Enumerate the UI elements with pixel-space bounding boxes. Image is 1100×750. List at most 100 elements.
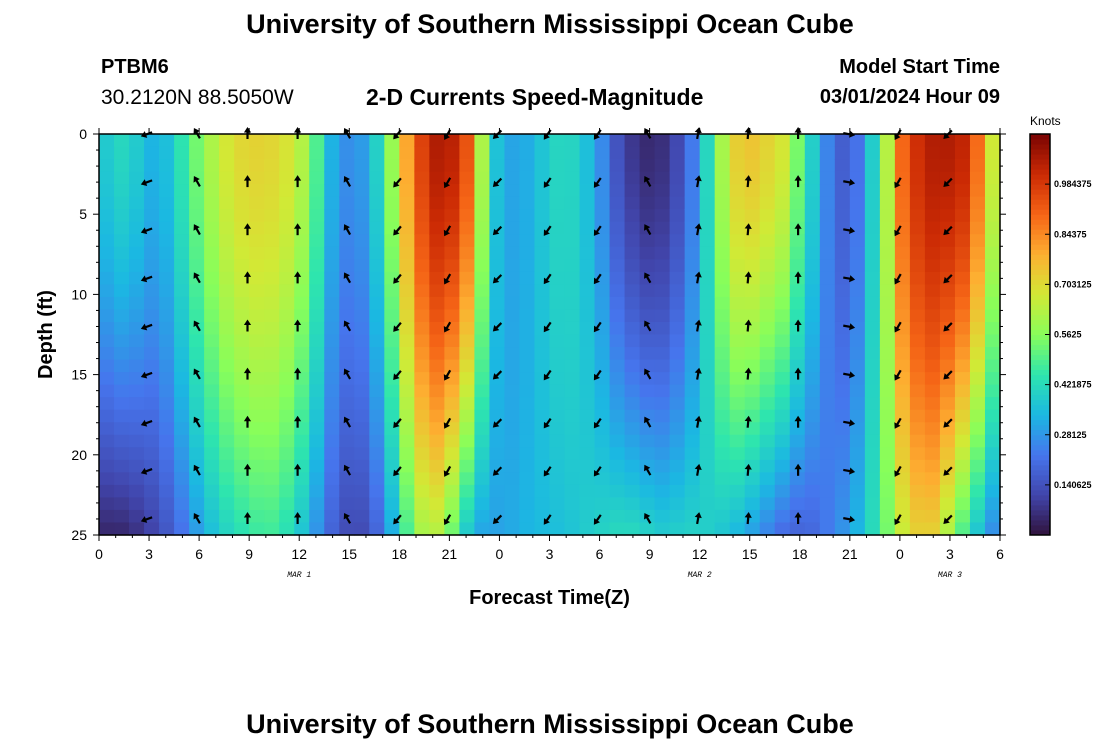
heatmap-cell — [324, 271, 340, 285]
heatmap-cell — [879, 134, 896, 148]
heatmap-cell — [279, 472, 295, 486]
heatmap-cell — [99, 134, 115, 148]
heatmap-cell — [564, 134, 581, 148]
heatmap-cell — [459, 384, 476, 398]
heatmap-cell — [504, 459, 521, 473]
heatmap-cell — [774, 184, 791, 198]
heatmap-cell — [729, 522, 746, 536]
heatmap-cell — [879, 171, 896, 185]
heatmap-cell — [219, 372, 235, 386]
heatmap-cell — [819, 321, 836, 336]
heatmap-cell — [639, 234, 656, 248]
x-tick-label: 3 — [145, 546, 153, 562]
heatmap-cell — [219, 246, 235, 260]
heatmap-cell — [429, 334, 445, 348]
heatmap-cell — [189, 447, 205, 461]
heatmap-cell — [624, 347, 641, 361]
heatmap-cell — [564, 259, 581, 273]
heatmap-cell — [789, 497, 806, 511]
heatmap-cell — [114, 509, 130, 524]
heatmap-cell — [369, 434, 385, 448]
heatmap-cell — [204, 171, 220, 185]
heatmap-cell — [504, 372, 521, 386]
colorbar-segment — [1030, 464, 1050, 471]
heatmap-cell — [339, 397, 355, 411]
heatmap-cell — [339, 234, 355, 248]
heatmap-cell — [789, 159, 806, 173]
heatmap-cell — [819, 159, 836, 173]
heatmap-cell — [399, 422, 415, 436]
speed-heatmap — [99, 134, 1001, 536]
heatmap-cell — [459, 159, 476, 173]
heatmap-cell — [309, 271, 325, 285]
heatmap-cell — [804, 271, 821, 285]
heatmap-cell — [234, 484, 250, 499]
heatmap-cell — [189, 497, 205, 511]
heatmap-cell — [459, 321, 476, 336]
heatmap-cell — [114, 159, 130, 173]
heatmap-cell — [624, 209, 641, 223]
colorbar-segment — [1030, 374, 1050, 381]
heatmap-cell — [294, 434, 310, 448]
heatmap-cell — [819, 146, 836, 160]
heatmap-cell — [369, 422, 385, 436]
heatmap-cell — [879, 334, 896, 348]
model-start-time: 03/01/2024 Hour 09 — [819, 86, 1000, 108]
heatmap-cell — [294, 334, 310, 348]
heatmap-cell — [984, 171, 1001, 185]
heatmap-cell — [324, 134, 340, 148]
current-vector-arrow — [343, 512, 352, 524]
heatmap-cell — [759, 221, 776, 235]
heatmap-cell — [924, 334, 941, 348]
heatmap-cell — [759, 447, 776, 461]
heatmap-cell — [354, 484, 370, 499]
heatmap-cell — [549, 234, 566, 248]
heatmap-cell — [624, 309, 641, 323]
heatmap-cell — [864, 259, 881, 273]
heatmap-cell — [564, 347, 581, 361]
heatmap-cell — [894, 284, 911, 298]
heatmap-cell — [714, 309, 731, 323]
heatmap-cell — [939, 434, 956, 448]
heatmap-cell — [789, 434, 806, 448]
heatmap-cell — [909, 146, 926, 160]
heatmap-cell — [339, 384, 355, 398]
current-vector-arrow — [894, 369, 902, 381]
heatmap-cell — [474, 271, 491, 285]
heatmap-cell — [459, 459, 476, 473]
heatmap-cell — [399, 134, 415, 148]
current-vector-arrow — [593, 369, 602, 381]
heatmap-cell — [624, 434, 641, 448]
date-label: MAR 3 — [938, 571, 962, 580]
heatmap-cell — [954, 209, 971, 223]
heatmap-cell — [189, 146, 205, 160]
heatmap-cell — [969, 234, 986, 248]
heatmap-cell — [894, 347, 911, 361]
heatmap-cell — [879, 472, 896, 486]
heatmap-cell — [579, 134, 596, 148]
heatmap-cell — [624, 509, 641, 524]
current-vector-arrow — [343, 416, 352, 428]
heatmap-cell — [429, 434, 445, 448]
heatmap-cell — [279, 359, 295, 373]
current-vector-arrow — [393, 514, 402, 525]
heatmap-cell — [399, 384, 415, 398]
heatmap-cell — [189, 134, 205, 148]
heatmap-cell — [924, 434, 941, 448]
heatmap-cell — [99, 321, 115, 336]
heatmap-cell — [729, 384, 746, 398]
heatmap-cell — [804, 259, 821, 273]
heatmap-cell — [489, 309, 506, 323]
heatmap-cell — [639, 246, 656, 260]
heatmap-cell — [564, 184, 581, 198]
colorbar-segment — [1030, 294, 1050, 300]
x-tick-label: 6 — [996, 546, 1004, 562]
heatmap-cell — [924, 234, 941, 248]
heatmap-cell — [744, 497, 761, 511]
heatmap-cell — [369, 296, 385, 311]
heatmap-cell — [534, 447, 551, 461]
heatmap-cell — [144, 522, 160, 536]
heatmap-cell — [174, 209, 190, 223]
colorbar-segment — [1030, 529, 1050, 536]
heatmap-cell — [579, 309, 596, 323]
